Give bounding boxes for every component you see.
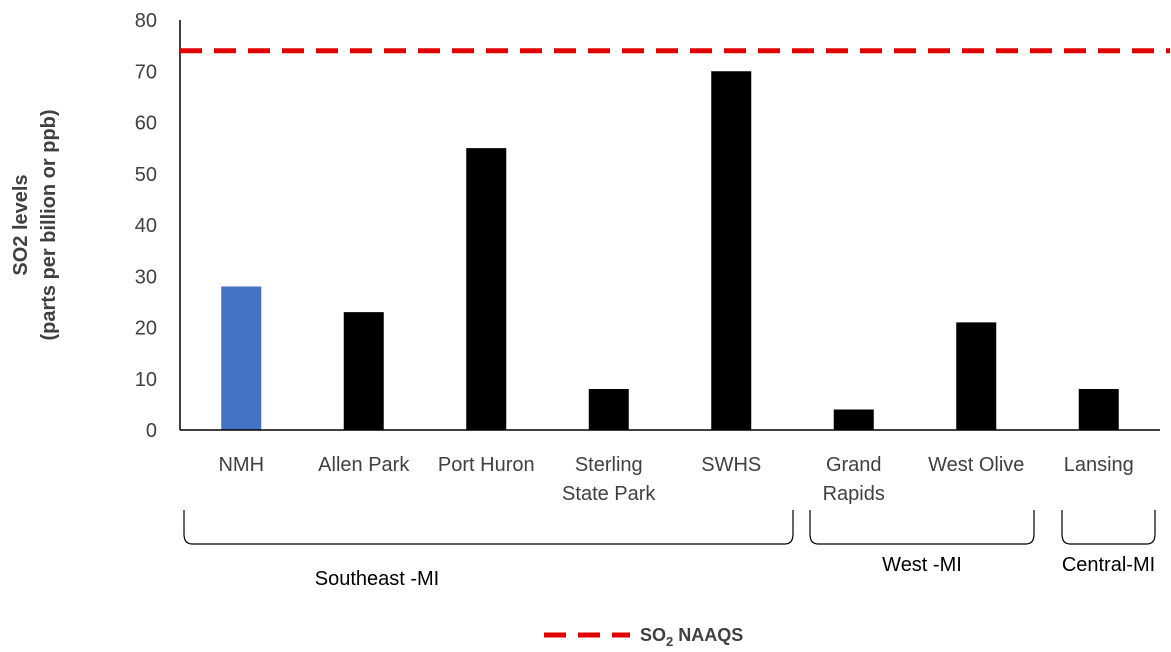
category-label: SWHS bbox=[701, 454, 761, 476]
y-tick-label: 80 bbox=[135, 10, 157, 32]
y-axis-label-line: SO2 levels bbox=[10, 174, 32, 275]
category-label: Allen Park bbox=[318, 454, 410, 476]
y-tick-label: 70 bbox=[135, 61, 157, 83]
bar bbox=[956, 322, 997, 430]
y-tick-label: 60 bbox=[135, 113, 157, 135]
category-label: State Park bbox=[562, 483, 656, 505]
region-label: Central-MI bbox=[1062, 554, 1155, 576]
group-bracket bbox=[1061, 510, 1156, 545]
y-tick-label: 40 bbox=[135, 215, 157, 237]
category-labels: NMH Allen Park Port Huron Sterling State Par… bbox=[218, 454, 1133, 505]
y-tick-label: 20 bbox=[135, 318, 157, 340]
bar bbox=[711, 71, 752, 430]
bar bbox=[343, 312, 384, 430]
legend-label: SO2 NAAQS bbox=[640, 625, 743, 649]
y-tick-label: 50 bbox=[135, 164, 157, 186]
bar bbox=[833, 409, 874, 430]
category-label: Grand bbox=[826, 454, 882, 476]
bar bbox=[221, 286, 262, 430]
group-bracket bbox=[183, 510, 794, 545]
category-label: Sterling bbox=[575, 454, 643, 476]
y-tick-label: 10 bbox=[135, 369, 157, 391]
axes bbox=[179, 20, 1160, 431]
y-tick-label: 0 bbox=[146, 420, 157, 442]
y-axis-label: SO2 levels (parts per billion or ppb) bbox=[10, 109, 60, 340]
category-label: NMH bbox=[218, 454, 264, 476]
bar bbox=[588, 389, 629, 430]
y-axis-ticks: 0 10 20 30 40 50 60 70 80 bbox=[135, 10, 157, 442]
category-label: Lansing bbox=[1064, 454, 1134, 476]
y-tick-label: 30 bbox=[135, 266, 157, 288]
bar bbox=[1078, 389, 1119, 430]
y-axis-label-line: (parts per billion or ppb) bbox=[38, 109, 60, 340]
bar bbox=[466, 148, 507, 430]
bars bbox=[221, 71, 1119, 430]
region-groups: Southeast -MI West -MI Central-MI bbox=[183, 510, 1156, 590]
legend: SO2 NAAQS bbox=[544, 625, 743, 649]
region-label: Southeast -MI bbox=[315, 568, 440, 590]
category-label: West Olive bbox=[928, 454, 1024, 476]
category-label: Rapids bbox=[823, 483, 885, 505]
group-bracket bbox=[809, 510, 1035, 545]
category-label: Port Huron bbox=[438, 454, 535, 476]
region-label: West -MI bbox=[882, 554, 962, 576]
